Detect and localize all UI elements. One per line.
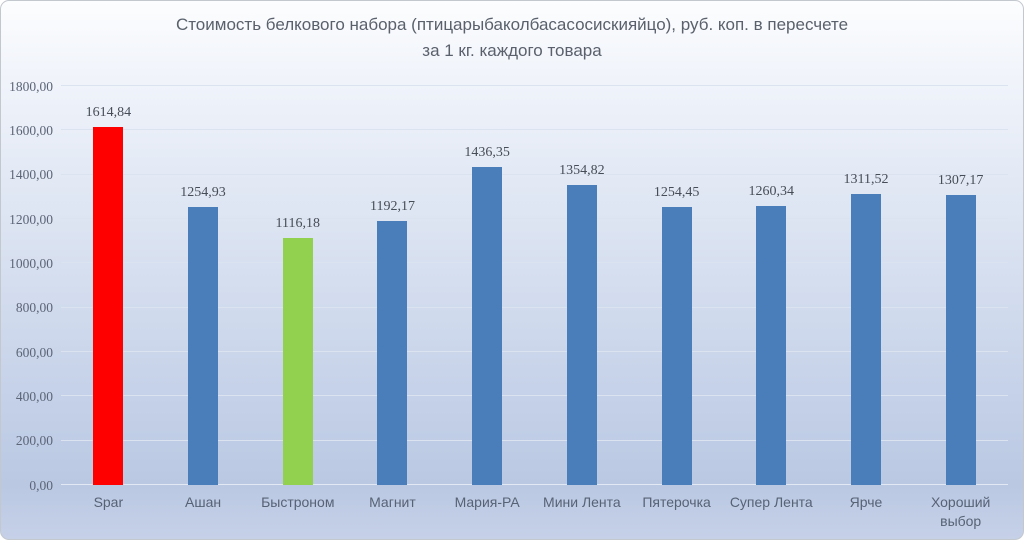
bar-slot: 1354,82 bbox=[535, 86, 630, 485]
x-axis-category-label: Мария-РА bbox=[454, 494, 520, 510]
bar-slot: 1260,34 bbox=[724, 86, 819, 485]
bar-Ашан: 1254,93 bbox=[180, 185, 226, 485]
x-axis-category-label: Хороший выбор bbox=[930, 494, 991, 529]
gridline bbox=[61, 351, 1008, 352]
bar-value-label: 1436,35 bbox=[464, 144, 510, 160]
bar-Spar: 1614,84 bbox=[86, 105, 131, 485]
bar-Быстроном: 1116,18 bbox=[276, 216, 320, 485]
y-axis-tick-label: 1800,00 bbox=[9, 78, 53, 94]
bar-Супер Лента: 1260,34 bbox=[749, 184, 794, 485]
gridline bbox=[61, 395, 1008, 397]
bar-slot: 1436,35 bbox=[440, 86, 535, 485]
bar-slot: 1311,52 bbox=[819, 86, 914, 485]
bar-Хороший выбор: 1307,17 bbox=[938, 173, 983, 485]
bar-Пятерочка: 1254,45 bbox=[654, 185, 699, 485]
gridline bbox=[61, 306, 1008, 308]
x-axis-category-label: Ашан bbox=[185, 494, 222, 510]
y-axis-tick-label: 400,00 bbox=[15, 388, 53, 404]
y-axis-tick-label: 1200,00 bbox=[9, 211, 53, 227]
bar-value-label: 1614,84 bbox=[85, 105, 132, 121]
bar-Мини Лента: 1354,82 bbox=[559, 163, 605, 485]
plot-area: 1614,84 1254,93 1116,18 1192,17 1436,35 1354,… bbox=[61, 85, 1008, 485]
x-axis: Spar Ашан Быстроном Магнит Мария-РА Мини Лент… bbox=[61, 493, 1008, 531]
bar-slot: 1254,45 bbox=[629, 86, 724, 485]
bar-value-label: 1260,34 bbox=[748, 183, 795, 199]
y-axis-tick-label: 1600,00 bbox=[9, 122, 53, 138]
y-axis-tick-label: 200,00 bbox=[15, 433, 53, 449]
gridline bbox=[61, 484, 1008, 485]
bar-value-label: 1354,82 bbox=[559, 162, 605, 178]
y-axis-tick-label: 1000,00 bbox=[9, 255, 53, 271]
gridline bbox=[61, 173, 1008, 175]
x-axis-category-label: Spar bbox=[93, 494, 124, 510]
x-axis-category-label: Магнит bbox=[369, 494, 416, 510]
bar-value-label: 1254,93 bbox=[180, 184, 226, 200]
bar-slot: 1254,93 bbox=[156, 86, 251, 485]
y-axis-tick-label: 0,00 bbox=[29, 477, 53, 493]
x-axis-category-label: Супер Лента bbox=[729, 494, 813, 510]
x-axis-category-label: Мини Лента bbox=[543, 494, 621, 510]
gridline bbox=[61, 439, 1008, 441]
bar-value-label: 1307,17 bbox=[937, 173, 984, 189]
gridline bbox=[61, 262, 1008, 264]
bar-value-label: 1116,18 bbox=[275, 215, 320, 231]
bar-Ярче: 1311,52 bbox=[843, 172, 888, 485]
y-axis: 0,00 200,00 400,00 600,00 800,00 1000,00 1200,… bbox=[1, 79, 57, 493]
bar-series: 1614,84 1254,93 1116,18 1192,17 1436,35 1354,… bbox=[61, 86, 1008, 485]
bar-slot: 1307,17 bbox=[913, 86, 1008, 485]
gridline bbox=[61, 129, 1008, 131]
bar-slot: 1192,17 bbox=[345, 86, 440, 485]
bar-slot: 1614,84 bbox=[61, 86, 156, 485]
x-axis-category-label: Ярче bbox=[849, 494, 883, 510]
bar-Магнит: 1192,17 bbox=[370, 199, 415, 485]
y-axis-tick-label: 600,00 bbox=[15, 344, 53, 360]
bar-value-label: 1311,52 bbox=[843, 172, 889, 188]
y-axis-tick-label: 1400,00 bbox=[9, 167, 53, 183]
y-axis-tick-label: 800,00 bbox=[15, 300, 53, 316]
gridline bbox=[61, 85, 1008, 86]
chart-title: Стоимость белкового набора (птицарыбакол… bbox=[175, 15, 849, 60]
gridline bbox=[61, 218, 1008, 219]
bar-value-label: 1192,17 bbox=[369, 198, 415, 214]
x-axis-category-label: Быстроном bbox=[261, 494, 335, 510]
bar-slot: 1116,18 bbox=[250, 86, 345, 485]
bar-value-label: 1254,45 bbox=[653, 184, 700, 200]
bar-Мария-РА: 1436,35 bbox=[464, 145, 510, 485]
x-axis-category-label: Пятерочка bbox=[642, 494, 711, 510]
